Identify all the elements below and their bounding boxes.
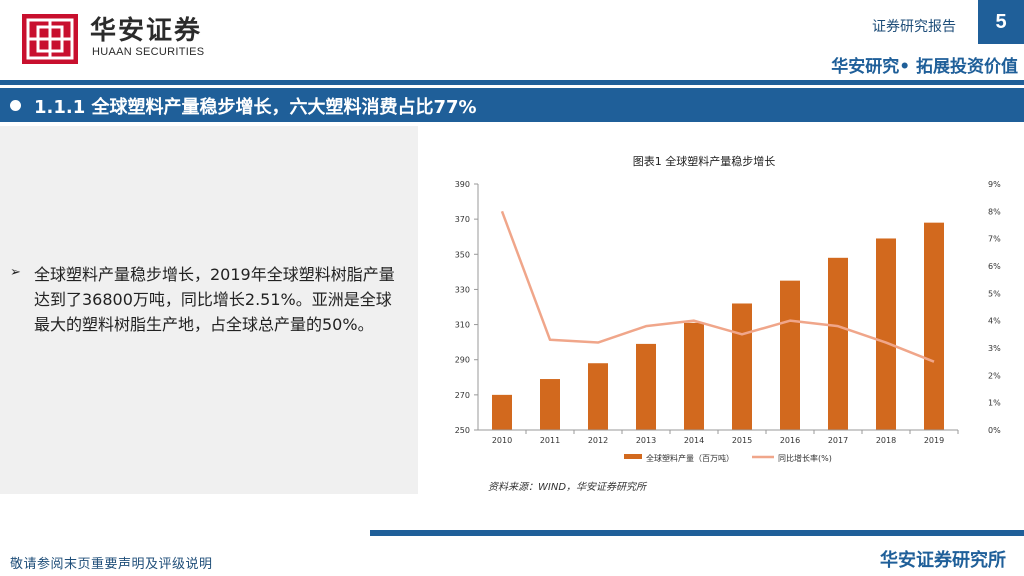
y-tick-label-left: 330 <box>455 285 470 294</box>
bar <box>828 257 848 430</box>
y-tick-label-right: 9% <box>988 180 1001 189</box>
x-tick-label: 2016 <box>780 436 800 445</box>
disclaimer-text: 敬请参阅末页重要声明及评级说明 <box>10 557 213 572</box>
y-tick-label-left: 370 <box>455 215 470 224</box>
footer-divider <box>370 530 1024 536</box>
x-tick-label: 2010 <box>492 436 512 445</box>
section-header-bar: 1.1.1 全球塑料产量稳步增长，六大塑料消费占比77% <box>0 88 1024 122</box>
y-tick-label-right: 3% <box>988 344 1001 353</box>
footer-company-name: 华安证券研究所 <box>880 550 1006 571</box>
y-tick-label-left: 270 <box>455 391 470 400</box>
bullet-text: 全球塑料产量稳步增长，2019年全球塑料树脂产量达到了36800万吨，同比增长2… <box>34 265 395 334</box>
legend-swatch-bar <box>624 454 642 459</box>
bar <box>636 343 656 430</box>
x-tick-label: 2012 <box>588 436 608 445</box>
bullet-dot-icon <box>10 100 21 111</box>
company-logo-icon <box>22 14 78 64</box>
bar <box>540 379 560 430</box>
y-tick-label-right: 1% <box>988 399 1001 408</box>
section-title: 1.1.1 全球塑料产量稳步增长，六大塑料消费占比77% <box>34 97 477 118</box>
x-tick-label: 2017 <box>828 436 848 445</box>
tagline: 华安研究• 拓展投资价值 <box>831 57 1018 77</box>
x-tick-label: 2013 <box>636 436 656 445</box>
arrow-bullet-icon: ➢ <box>10 265 21 280</box>
logo-text-cn: 华安证券 <box>90 16 203 46</box>
x-tick-label: 2019 <box>924 436 944 445</box>
bar <box>732 303 752 430</box>
page-number: 5 <box>978 0 1024 44</box>
y-tick-label-left: 250 <box>455 426 470 435</box>
y-tick-label-right: 4% <box>988 317 1001 326</box>
y-tick-label-left: 390 <box>455 180 470 189</box>
bar <box>924 222 944 430</box>
bar <box>684 322 704 430</box>
legend-label-bar: 全球塑料产量（百万吨） <box>646 453 734 463</box>
growth-rate-line <box>500 210 935 363</box>
chart-title: 图表1 全球塑料产量稳步增长 <box>633 154 776 168</box>
bar <box>780 280 800 430</box>
header-divider <box>0 80 1024 85</box>
report-type-label: 证券研究报告 <box>872 19 956 35</box>
legend-label-line: 同比增长率(%) <box>778 453 832 463</box>
text-panel <box>0 126 418 494</box>
y-tick-label-left: 350 <box>455 250 470 259</box>
y-tick-label-right: 2% <box>988 371 1001 380</box>
bar <box>492 394 512 430</box>
x-tick-label: 2011 <box>540 436 560 445</box>
x-tick-label: 2014 <box>684 436 704 445</box>
source-note: 资料来源：WIND，华安证券研究所 <box>488 482 647 493</box>
y-tick-label-right: 7% <box>988 235 1001 244</box>
logo-text-en: HUAAN SECURITIES <box>92 46 205 58</box>
x-tick-label: 2015 <box>732 436 752 445</box>
x-tick-label: 2018 <box>876 436 896 445</box>
y-tick-label-left: 310 <box>455 321 470 330</box>
y-tick-label-left: 290 <box>455 356 470 365</box>
bar <box>876 238 896 430</box>
bar <box>588 363 608 430</box>
y-tick-label-right: 0% <box>988 426 1001 435</box>
y-tick-label-right: 6% <box>988 262 1001 271</box>
y-tick-label-right: 5% <box>988 289 1001 298</box>
production-chart: 图表1 全球塑料产量稳步增长 250 270 290 310 330 350 370 390 0… <box>455 154 1001 463</box>
y-tick-label-right: 8% <box>988 207 1001 216</box>
